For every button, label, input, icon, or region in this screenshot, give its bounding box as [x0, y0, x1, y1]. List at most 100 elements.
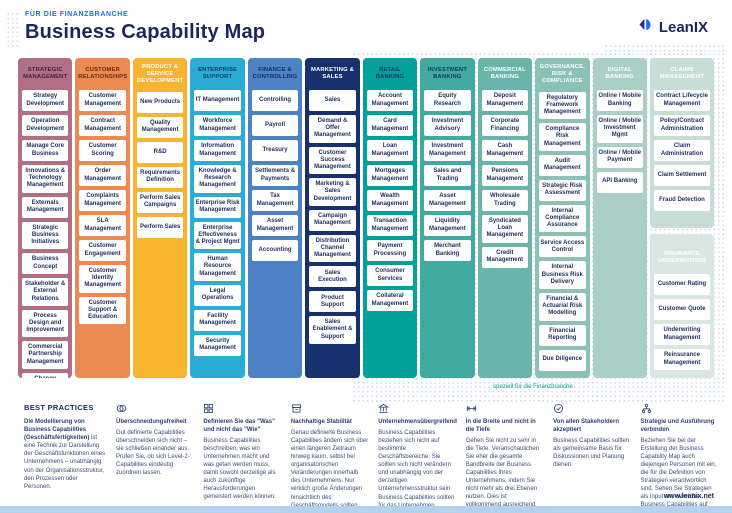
best-practice-block: In die Breite und nicht in die Tiefe Gehe… [466, 403, 543, 513]
capability-box: Payment Processing [366, 240, 414, 261]
capability-box: Strategic Business Initiatives [22, 221, 69, 250]
capability-box: Cash Management [481, 140, 529, 161]
best-practice-title: Unternehmensübergreifend [378, 419, 457, 425]
capability-box: Wealth Management [366, 190, 414, 211]
capability-section: CLAIMS MANAGEMENT Contract Lifecycle Mana… [649, 58, 714, 228]
capability-section: RETAIL BANKING Account Management Card Man… [362, 58, 418, 378]
best-practices-heading: BEST PRACTICES [24, 403, 94, 412]
capability-list: Deposit Management Corporate Financing Cas… [478, 86, 532, 274]
capability-section: MARKETING & SALES Sales Demand & Offer Man… [305, 58, 360, 378]
capability-column: MARKETING & SALES Sales Demand & Offer Man… [305, 58, 360, 378]
capability-column: CUSTOMER RELATIONSHIPS Customer Managemen… [75, 58, 130, 378]
capability-column: RETAIL BANKING Account Management Card Man… [362, 58, 418, 378]
capability-box: Customer Quote [653, 299, 710, 320]
capability-box: Strategic Risk Assessment [539, 179, 586, 201]
best-practice-block: Unternehmensübergreifend Business Capabil… [378, 403, 457, 513]
capability-box: Payroll [251, 115, 299, 136]
capability-box: Perform Sales [136, 216, 184, 238]
capability-box: Claim Settlement [653, 165, 710, 186]
capability-box: Manage Core Business [22, 140, 69, 161]
column-header: CUSTOMER RELATIONSHIPS [78, 66, 128, 80]
best-practices-row: BEST PRACTICES Die Modellierung von Busi… [24, 403, 718, 513]
capability-box: Perform Sales Campaigns [136, 191, 184, 213]
capability-section: COMMERCIAL BANKING Deposit Management Corp… [477, 58, 533, 378]
capability-box: Facility Management [194, 309, 241, 331]
capability-box: Treasury [251, 140, 299, 161]
archive-icon [291, 403, 368, 415]
capability-box: Sales [309, 90, 356, 111]
capability-box: Security Management [194, 334, 241, 356]
best-practice-block: Von allen Stakeholdern akzeptiert Busines… [553, 403, 630, 513]
capability-box: Fraud Detection [653, 190, 710, 211]
capability-box: Sales Enablement & Support [309, 316, 356, 344]
capability-box: Sales and Trading [424, 165, 471, 186]
capability-box: Investment Advisory [424, 115, 471, 136]
capability-box: Customer Support & Education [79, 296, 126, 325]
column-header: CLAIMS MANAGEMENT [659, 66, 705, 80]
capability-section: ENTERPRISE SUPPORT IT Management Workforce… [190, 58, 245, 378]
capability-box: Equity Research [424, 90, 471, 111]
capability-section: INVESTMENT BANKING Equity Research Investm… [420, 58, 475, 378]
capability-column: FINANCE & CONTROLLING Controlling Payroll T… [247, 58, 303, 378]
column-header: PRODUCT & SERVICE DEVELOPMENT [136, 64, 184, 85]
capability-column: CLAIMS MANAGEMENT Contract Lifecycle Mana… [649, 58, 714, 378]
capability-box: Card Management [366, 115, 414, 136]
column-header: ENTERPRISE SUPPORT [198, 66, 238, 80]
capability-list: Online / Mobile Banking Online / Mobile I… [593, 86, 647, 199]
page-header: FÜR DIE FINANZBRANCHE Business Capabilit… [25, 11, 265, 44]
capability-list: Customer Management Contract Management Cu… [75, 86, 129, 330]
capability-list: Contract Lifecycle Management Policy/Cont… [650, 86, 714, 217]
capability-box: Information Management [194, 140, 241, 161]
capability-box: Customer Identity Management [79, 265, 126, 293]
capability-box: Compliance Risk Management [539, 123, 586, 151]
org-chart-icon [641, 403, 718, 415]
best-practices-intro: BEST PRACTICES Die Modellierung von Busi… [24, 403, 106, 513]
capability-section: FINANCE & CONTROLLING Controlling Payroll T… [247, 58, 303, 378]
best-practice-block: Strategie und Ausführung verbinden Bezieh… [641, 403, 718, 513]
capability-box: API Banking [596, 171, 643, 193]
capability-box: Workforce Management [194, 115, 241, 136]
capability-box: Business Concept [22, 253, 69, 275]
capability-box: Regulatory Framework Management [539, 91, 586, 120]
capability-section: INSURANCE UNDERWRITING Customer Rating Cus… [649, 234, 714, 378]
capability-list: Equity Research Investment Advisory Invest… [420, 86, 474, 267]
best-practice-title: Strategie und Ausführung verbinden [640, 419, 715, 433]
capability-list: Regulatory Framework Management Complianc… [535, 88, 589, 377]
capability-box: Loan Management [366, 140, 414, 161]
capability-box: Innovations & Technology Management [22, 165, 69, 193]
capability-box: Stakeholder & External Relations [22, 278, 69, 306]
capability-box: Externals Management [22, 196, 69, 218]
capability-section: CUSTOMER RELATIONSHIPS Customer Managemen… [75, 58, 130, 378]
capability-column: COMMERCIAL BANKING Deposit Management Corp… [477, 58, 533, 378]
capability-box: Customer Scoring [79, 140, 126, 161]
column-header: DIGITAL BANKING [605, 66, 634, 80]
dot-pattern-decoration [6, 12, 19, 48]
capability-list: New Products Quality Management R&D Require… [133, 88, 187, 244]
capability-box: Customer Rating [653, 274, 710, 295]
capability-box: Marketing & Sales Development [309, 178, 356, 206]
capability-box: Credit Management [481, 246, 529, 268]
capability-column: GOVERNANCE, RISK & COMPLIANCE Regulatory … [535, 58, 590, 378]
overlap-icon [116, 403, 193, 415]
page-title: Business Capability Map [25, 21, 266, 43]
best-practices-lead-bold: Die Modellierung von Business Capabiliti… [24, 419, 90, 442]
leanix-logo: LeanIX [637, 16, 708, 38]
website-link[interactable]: www.leanix.net [663, 493, 714, 500]
column-header: FINANCE & CONTROLLING [252, 66, 298, 80]
capability-box: Wholesale Trading [481, 190, 529, 211]
capability-section: GOVERNANCE, RISK & COMPLIANCE Regulatory … [535, 58, 590, 378]
capability-box: Tax Management [251, 190, 299, 211]
capability-box: Customer Engagement [79, 240, 126, 261]
best-practice-title: Nachhaltige Stabilität [290, 419, 352, 425]
width-arrows-icon [466, 403, 543, 415]
capability-box: Internal Compliance Assurance [539, 204, 586, 233]
capability-box: Complaints Management [79, 190, 126, 211]
capability-box: IT Management [194, 90, 241, 111]
capability-column: PRODUCT & SERVICE DEVELOPMENT New Product… [132, 58, 188, 378]
capability-box: Online / Mobile Banking [596, 90, 643, 111]
capability-box: Product Support [309, 291, 356, 313]
finance-specific-note: speziell für die Finanzbranche [493, 384, 573, 390]
capability-box: Transaction Management [366, 215, 414, 236]
best-practice-text: Gehen Sie nicht zu sehr in die Tiefe. Ve… [465, 437, 540, 513]
